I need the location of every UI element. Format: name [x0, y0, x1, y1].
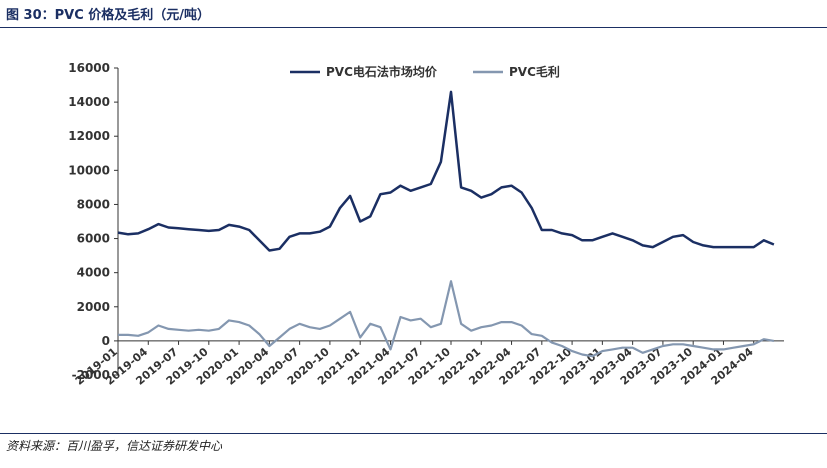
y-tick-label: 4000	[77, 266, 110, 280]
y-tick-label: 0	[102, 334, 110, 348]
legend-label-2: PVC毛利	[509, 64, 560, 79]
series-layer	[117, 90, 775, 358]
y-tick-label: 14000	[68, 95, 110, 109]
y-tick-label: 12000	[68, 129, 110, 143]
legend-label-1: PVC电石法市场均价	[326, 64, 438, 79]
legend: PVC电石法市场均价 PVC毛利	[290, 64, 560, 79]
title-rule	[0, 27, 827, 28]
series-line-2	[118, 280, 775, 358]
y-tick-label: 6000	[77, 232, 110, 246]
y-tick-label: 8000	[77, 197, 110, 211]
y-tick-label: 10000	[68, 163, 110, 177]
line-chart: -2000 0 2000 4000 6000 8000 10000 12000 14000 160…	[68, 61, 784, 388]
x-axis: 2019-012019-042019-072019-102020-012020-…	[73, 340, 784, 388]
y-tick-label: 16000	[68, 61, 110, 75]
source-rule	[0, 433, 827, 434]
figure-title: 图 30：PVC 价格及毛利（元/吨）	[6, 8, 211, 23]
y-axis: -2000 0 2000 4000 6000 8000 10000 12000 14000 160…	[68, 61, 119, 382]
y-tick-label: 2000	[77, 300, 110, 314]
y-tick-label: -2000	[72, 368, 110, 382]
source-note: 资料来源：百川盈孚，信达证券研发中心	[6, 439, 223, 453]
series-line-1	[117, 90, 775, 252]
